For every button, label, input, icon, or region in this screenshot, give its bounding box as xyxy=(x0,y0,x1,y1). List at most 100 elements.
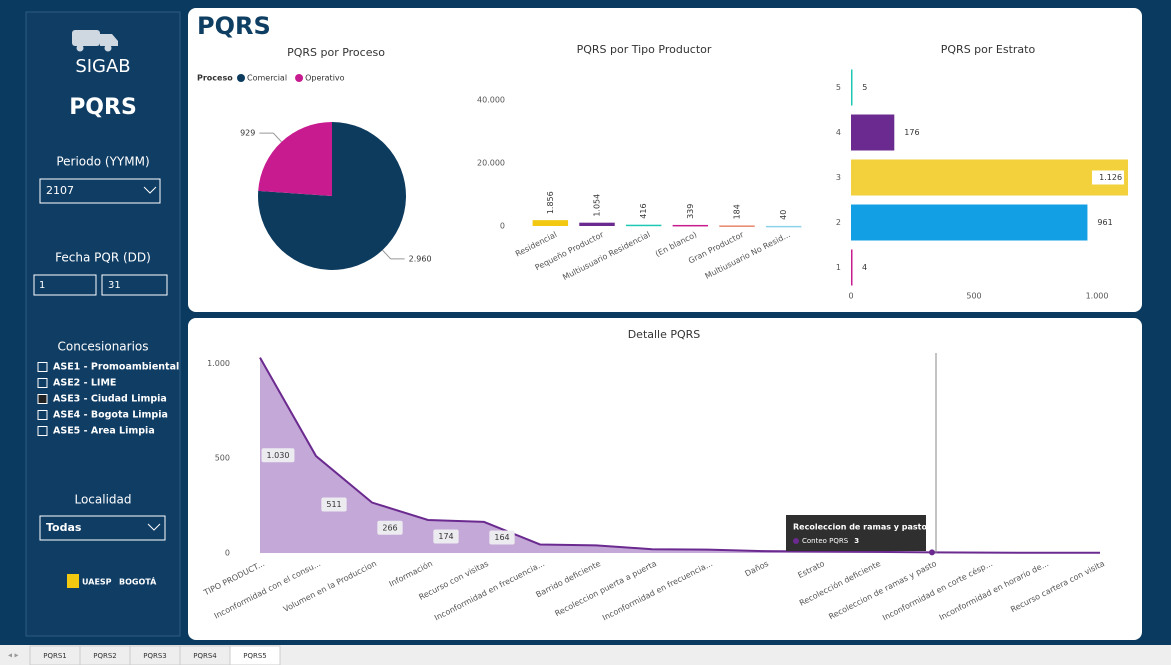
bar xyxy=(672,224,709,227)
dropdown-value: 2107 xyxy=(46,184,74,197)
page-title: PQRS xyxy=(197,12,271,40)
tab-label: PQRS4 xyxy=(193,652,217,660)
checkbox-label: ASE2 - LIME xyxy=(53,378,116,389)
filter-label: Localidad xyxy=(74,493,131,507)
checkbox-label: ASE1 - Promoambiental xyxy=(53,362,179,373)
chart-title: PQRS por Tipo Productor xyxy=(577,43,712,56)
checkbox[interactable] xyxy=(37,426,48,436)
legend-label: Comercial xyxy=(247,74,287,83)
data-label: 416 xyxy=(639,203,648,218)
hover-point xyxy=(929,549,935,556)
bar xyxy=(765,225,802,228)
logo-mark xyxy=(67,574,79,588)
data-label: 176 xyxy=(904,128,919,137)
checkbox-label: ASE3 - Ciudad Limpia xyxy=(53,394,167,405)
tooltip-value: 3 xyxy=(854,537,859,545)
bar xyxy=(851,204,1088,241)
legend-title: Proceso xyxy=(197,74,233,83)
checkbox-label: ASE4 - Bogota Limpia xyxy=(53,410,168,421)
tab-label: PQRS3 xyxy=(143,652,167,660)
data-label: 511 xyxy=(326,500,341,509)
dropdown[interactable] xyxy=(39,178,161,204)
checkbox[interactable] xyxy=(37,410,48,420)
data-label: 4 xyxy=(862,263,867,272)
y-tick-label: 4 xyxy=(836,128,841,137)
bar xyxy=(532,220,569,226)
tab-label: PQRS1 xyxy=(43,652,67,660)
checkbox[interactable] xyxy=(37,362,48,372)
x-tick-label: 500 xyxy=(966,292,981,301)
legend-dot xyxy=(295,74,304,82)
legend-label: Operativo xyxy=(305,74,345,83)
y-tick-label: 5 xyxy=(836,83,841,92)
input-value: 31 xyxy=(108,280,121,291)
chart-title: PQRS por Proceso xyxy=(287,46,385,59)
footer-logo: BOGOTÁ xyxy=(119,576,157,587)
data-label: 961 xyxy=(1097,218,1112,227)
line xyxy=(259,357,1100,554)
dropdown-value: Todas xyxy=(46,521,82,534)
sidebar-title: PQRS xyxy=(69,95,137,120)
pie-slice xyxy=(258,122,332,196)
logo-text: SIGAB xyxy=(75,56,130,77)
tab-bar xyxy=(0,645,1171,665)
y-tick-label: 3 xyxy=(836,173,841,182)
y-tick-label: 500 xyxy=(215,454,230,463)
input[interactable] xyxy=(101,274,168,296)
data-label: 1.054 xyxy=(593,194,602,217)
leader-line xyxy=(259,132,282,143)
data-label: 5 xyxy=(862,83,867,92)
y-tick-label: 1.000 xyxy=(207,359,230,368)
card xyxy=(188,318,1142,640)
label-box xyxy=(377,520,403,535)
label-box xyxy=(1092,170,1125,185)
dropdown[interactable] xyxy=(39,515,166,541)
checkbox[interactable] xyxy=(37,394,48,404)
chevron xyxy=(143,186,157,194)
data-label: 339 xyxy=(686,204,695,219)
label-box xyxy=(489,530,515,545)
checkbox[interactable] xyxy=(37,378,48,388)
data-label: 2.960 xyxy=(409,254,432,263)
tooltip-dot xyxy=(793,538,799,544)
tab-label: PQRS5 xyxy=(243,652,267,660)
checkbox-label: ASE5 - Area Limpia xyxy=(53,426,155,437)
bar xyxy=(851,249,853,286)
y-tick-label: 40.000 xyxy=(477,96,505,105)
tooltip-title: Recoleccion de ramas y pasto xyxy=(793,523,927,532)
data-label: 184 xyxy=(733,204,742,219)
bar xyxy=(625,224,662,227)
data-label: 164 xyxy=(494,533,509,542)
label-box xyxy=(433,529,459,544)
leader-line xyxy=(382,249,405,260)
tab[interactable] xyxy=(229,645,281,665)
bar xyxy=(579,222,615,226)
bar xyxy=(851,114,895,151)
data-label: 40 xyxy=(779,210,788,220)
footer-logo: UAESP xyxy=(82,578,112,587)
x-tick-label: 0 xyxy=(848,292,853,301)
data-label: 929 xyxy=(240,129,255,138)
chart-title: PQRS por Estrato xyxy=(941,43,1036,56)
x-tick-label: 1.000 xyxy=(1086,292,1109,301)
filter-label: Concesionarios xyxy=(57,340,148,354)
tab-label: PQRS2 xyxy=(93,652,117,660)
label-box xyxy=(321,497,347,512)
logo-icon xyxy=(72,30,118,52)
y-tick-label: 0 xyxy=(500,222,505,231)
y-tick-label: 1 xyxy=(836,263,841,272)
legend-dot xyxy=(237,74,245,82)
area xyxy=(260,357,1100,553)
data-label: 1.856 xyxy=(546,191,555,214)
filter-label: Fecha PQR (DD) xyxy=(55,251,151,265)
data-label: 1.126 xyxy=(1099,173,1122,182)
tab-arrows[interactable]: ◂ ▸ xyxy=(8,651,19,660)
y-tick-label: 20.000 xyxy=(477,159,505,168)
input-value: 1 xyxy=(39,280,45,291)
bar xyxy=(719,225,755,227)
y-tick-label: 0 xyxy=(225,549,230,558)
input[interactable] xyxy=(33,274,97,296)
tooltip-key: Conteo PQRS xyxy=(802,537,849,545)
pie-slice xyxy=(258,122,406,271)
